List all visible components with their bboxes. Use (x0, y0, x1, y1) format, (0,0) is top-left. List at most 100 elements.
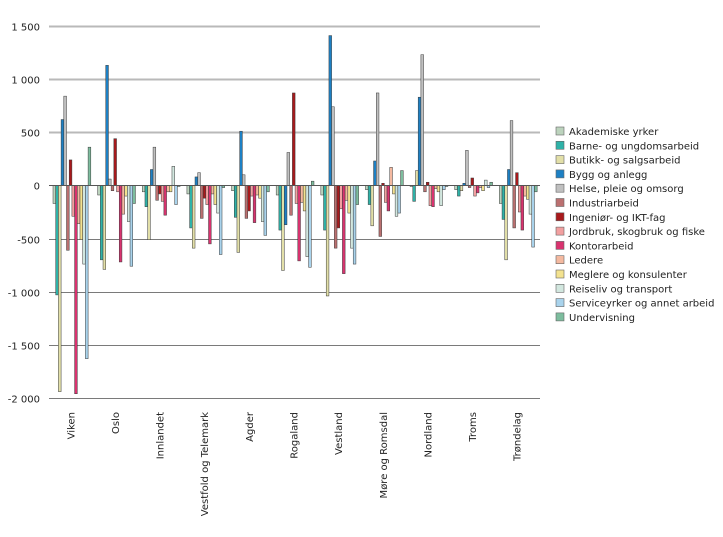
bar (367, 185, 372, 205)
bar (465, 150, 469, 186)
bar (417, 96, 422, 186)
bar (412, 185, 416, 202)
bar (365, 185, 369, 190)
bar (255, 185, 259, 196)
bar (489, 181, 493, 186)
legend-swatch (555, 183, 565, 193)
bar (71, 185, 75, 217)
bar (155, 185, 159, 201)
bar (97, 185, 101, 196)
legend-swatch (555, 169, 565, 179)
bar (116, 185, 120, 193)
legend-label: Butikk- og salgsarbeid (569, 156, 680, 167)
bar (292, 92, 296, 186)
bars (52, 35, 538, 394)
legend-item: Meglere og konsulenter (555, 269, 688, 281)
bar (350, 185, 354, 249)
y-tick-label: 0 (34, 182, 40, 193)
bar (281, 185, 285, 271)
bar (234, 185, 238, 218)
bar (439, 185, 443, 206)
bar (239, 130, 243, 186)
legend: Akademiske yrker Barne- og ungdomsarbeid B… (555, 126, 714, 324)
bar (531, 185, 535, 248)
legend-swatch (555, 312, 565, 322)
bar (79, 185, 83, 240)
bar (113, 138, 117, 186)
legend-label: Helse, pleie og omsorg (569, 184, 684, 195)
bar (205, 185, 209, 205)
bar (192, 185, 196, 249)
bar (263, 185, 267, 236)
bar (166, 185, 170, 193)
bar (200, 185, 204, 219)
bar (127, 185, 131, 222)
bar (339, 185, 343, 210)
bar (118, 185, 123, 263)
bar (208, 185, 212, 245)
x-category-label: Oslo (111, 412, 122, 434)
bar (473, 185, 477, 197)
bar (236, 185, 240, 253)
legend-swatch (555, 212, 565, 222)
bar (484, 179, 488, 186)
bar (459, 185, 464, 191)
bar (129, 185, 133, 267)
y-tick-label: -500 (17, 236, 40, 247)
bar (355, 185, 359, 205)
bar (174, 185, 178, 205)
bar (392, 185, 396, 195)
legend-swatch (555, 269, 565, 279)
bar (58, 185, 62, 392)
bar (252, 185, 257, 223)
bar (470, 177, 474, 186)
x-category-label: Vestfold og Telemark (200, 412, 211, 516)
bar (242, 174, 246, 186)
bar (150, 169, 154, 186)
legend-label: Reiseliv og transport (569, 284, 672, 295)
bar (74, 185, 78, 394)
bar (423, 185, 427, 193)
legend-swatch (555, 255, 565, 264)
x-category-label: Troms (468, 412, 479, 443)
bar (320, 185, 324, 196)
bar (231, 185, 235, 191)
bar (534, 185, 538, 193)
bar (142, 185, 146, 193)
bar (344, 185, 349, 201)
bar (426, 181, 430, 186)
bar (334, 185, 338, 249)
bar (147, 185, 151, 240)
bar (300, 185, 304, 203)
bar (52, 185, 56, 204)
x-category-label: Innlandet (156, 412, 167, 459)
bar (261, 185, 265, 222)
legend-swatch (555, 198, 565, 207)
bar (384, 185, 388, 203)
bar (400, 170, 404, 186)
legend-label: Industriarbeid (569, 199, 639, 210)
bar (63, 95, 67, 186)
bar (415, 170, 419, 186)
bar (219, 185, 223, 255)
bar (518, 185, 522, 213)
bar (481, 185, 485, 191)
bar (294, 185, 299, 204)
bar (244, 185, 249, 219)
bar (501, 185, 506, 220)
legend-label: Undervisning (569, 313, 635, 324)
bar (160, 185, 165, 202)
bar (110, 185, 115, 191)
bar (347, 185, 351, 214)
bar (105, 65, 109, 186)
legend-item: Helse, pleie og omsorg (555, 183, 684, 195)
bar (121, 185, 125, 215)
legend-item: Jordbruk, skogbruk og fiske (555, 226, 705, 238)
bar (370, 185, 374, 227)
bar (284, 185, 288, 226)
bar (197, 172, 201, 186)
bar (87, 146, 92, 186)
legend-label: Akademiske yrker (569, 127, 659, 138)
legend-label: Serviceyrker og annet arbeid (569, 299, 714, 310)
